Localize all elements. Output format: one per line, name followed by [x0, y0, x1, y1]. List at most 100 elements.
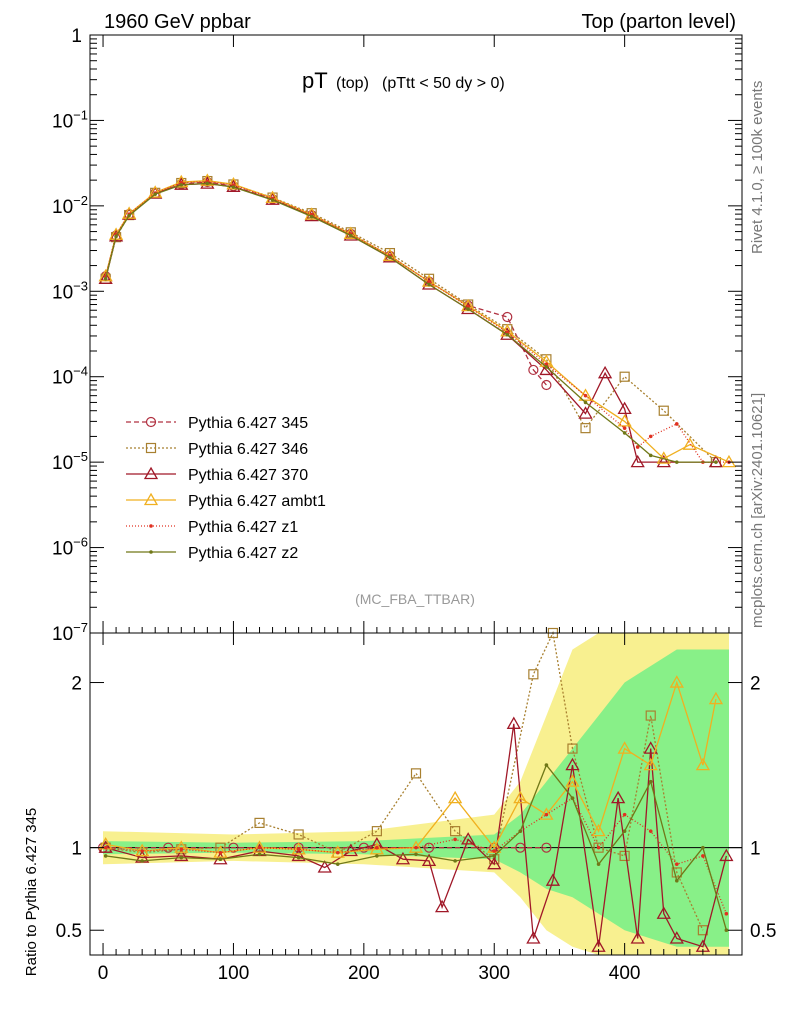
ratio-series-point — [596, 862, 601, 866]
ratio-series-point — [492, 849, 497, 853]
main-series-point — [528, 364, 539, 376]
ratio-series-point — [421, 853, 437, 867]
ratio-series-point — [643, 757, 658, 771]
main-series-point — [578, 388, 593, 401]
ratio-series-point — [724, 928, 729, 933]
ratio-series-point — [518, 829, 523, 833]
main-series-point — [648, 453, 653, 458]
legend-marker — [145, 416, 157, 428]
ratio-series-5 — [103, 763, 729, 933]
legend-label: Pythia 6.427 z2 — [188, 545, 298, 562]
main-series-point — [108, 227, 124, 240]
ratio-series-point — [335, 862, 340, 866]
ratio-series-point — [179, 847, 184, 852]
ratio-series-point — [140, 849, 144, 853]
ratio-y-tick-label: 1 — [71, 839, 82, 860]
main-series-point — [270, 198, 275, 202]
ratio-series-point — [414, 845, 418, 850]
ratio-series-point — [358, 842, 369, 853]
main-series-line-5 — [104, 182, 716, 463]
main-series-point — [622, 431, 627, 435]
ratio-series-point — [103, 854, 108, 858]
main-series-point — [714, 460, 718, 464]
main-series-point — [98, 271, 113, 284]
legend-marker — [145, 442, 157, 454]
ratio-series-point — [252, 840, 267, 853]
ratio-y-tick-label: 0.5 — [56, 921, 82, 942]
main-series-point — [583, 400, 588, 405]
ratio-series-group — [97, 627, 734, 952]
main-series-point — [617, 414, 632, 427]
main-series-point — [153, 192, 157, 196]
ratio-series-line-1 — [105, 630, 704, 931]
x-tick-label: 100 — [218, 963, 250, 984]
ratio-series-point — [254, 817, 265, 828]
ratio-series-point — [163, 842, 174, 853]
ratio-series-point — [596, 845, 601, 850]
main-series-point — [103, 277, 108, 281]
legend-label: Pythia 6.427 346 — [188, 441, 308, 458]
ratio-series-1 — [100, 627, 708, 936]
main-series-point — [619, 371, 630, 382]
main-series-group — [98, 173, 737, 468]
y-tick-label: 10−2 — [52, 193, 88, 218]
main-series-point — [597, 365, 613, 379]
main-series-point — [617, 401, 632, 415]
main-series-point — [648, 434, 653, 439]
main-series-point — [675, 422, 679, 426]
y-tick-label: 10−6 — [52, 535, 88, 560]
ratio-y-tick-label-right: 2 — [750, 674, 761, 695]
ratio-series-point — [622, 829, 627, 833]
ratio-y-axis-label: Ratio to Pythia 6.427 345 — [23, 808, 40, 976]
ratio-series-point — [140, 859, 144, 863]
ratio-y-tick-label-right: 1 — [750, 839, 761, 860]
watermark: (MC_FBA_TTBAR) — [355, 591, 475, 607]
ratio-series-point — [461, 832, 476, 845]
ratio-series-point — [293, 829, 304, 840]
main-series-point — [622, 426, 627, 430]
main-series-point — [541, 379, 552, 391]
ratio-series-point — [567, 743, 578, 754]
main-series-point — [544, 365, 549, 369]
ratio-series-point — [453, 859, 457, 863]
main-series-point — [98, 268, 113, 282]
ratio-series-point — [545, 873, 561, 886]
y-tick-label: 10−4 — [52, 364, 88, 389]
ratio-series-point — [395, 851, 411, 865]
main-series-point — [630, 454, 645, 468]
main-series-point — [205, 181, 210, 186]
header-right: Top (parton level) — [581, 11, 736, 33]
main-series-point — [349, 233, 353, 238]
ratio-series-point — [719, 848, 734, 862]
main-series-point — [427, 282, 431, 287]
ratio-series-point — [539, 807, 554, 820]
side-rivet-label: Rivet 4.1.0, ≥ 100k events — [749, 81, 766, 254]
ratio-series-point — [695, 757, 711, 771]
main-series-point — [578, 406, 593, 419]
ratio-series-point — [423, 842, 435, 853]
ratio-series-point — [513, 790, 528, 804]
main-series-point — [583, 393, 588, 398]
ratio-y-tick-label-right: 0.5 — [750, 921, 776, 942]
y-tick-label: 10−3 — [52, 278, 88, 303]
ratio-series-point — [257, 845, 262, 850]
ratio-series-point — [98, 840, 113, 853]
ratio-series-point — [506, 716, 521, 729]
ratio-series-point — [544, 763, 549, 767]
ratio-series-point — [296, 847, 301, 852]
main-series-line-4 — [104, 180, 729, 463]
ratio-series-point — [526, 931, 541, 944]
ratio-series-point — [369, 842, 385, 855]
ratio-series-point — [408, 840, 424, 853]
title-main: pT — [302, 68, 328, 93]
ratio-series-point — [174, 840, 189, 853]
ratio-series-point — [671, 867, 682, 878]
main-series-point — [388, 255, 392, 260]
ratio-series-point — [296, 855, 301, 860]
ratio-series-point — [619, 850, 630, 862]
legend-marker — [149, 524, 153, 528]
main-series-5 — [103, 181, 718, 464]
x-tick-label: 0 — [98, 963, 109, 984]
ratio-series-point — [103, 845, 108, 850]
